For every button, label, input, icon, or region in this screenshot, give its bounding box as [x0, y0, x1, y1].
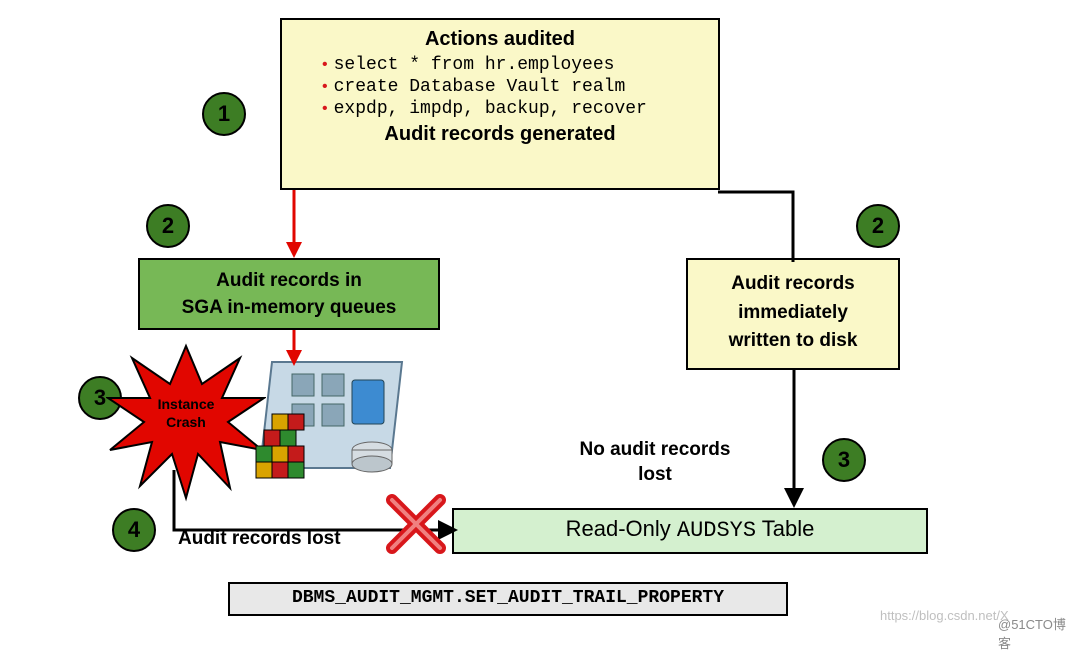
watermark-right: @51CTO博客 [998, 614, 1069, 652]
procedure-text: DBMS_AUDIT_MGMT.SET_AUDIT_TRAIL_PROPERTY [292, 588, 724, 608]
actions-audited-box: Actions audited •select * from hr.employ… [280, 18, 720, 190]
actions-footer: Audit records generated [296, 123, 704, 146]
written-to-disk-box: Audit records immediately written to dis… [686, 258, 900, 370]
server-memory-icon [252, 350, 412, 490]
actions-list: •select * from hr.employees •create Data… [296, 55, 704, 119]
audsys-prefix: Read-Only [566, 516, 677, 541]
step-2-left-circle: 2 [146, 204, 190, 248]
step-3-right-circle: 3 [822, 438, 866, 482]
audsys-mono: AUDSYS [677, 518, 756, 543]
step-4-circle: 4 [112, 508, 156, 552]
watermark-left: https://blog.csdn.net/X [880, 608, 1009, 623]
procedure-box: DBMS_AUDIT_MGMT.SET_AUDIT_TRAIL_PROPERTY [228, 582, 788, 616]
sga-line2: SGA in-memory queues [140, 295, 438, 322]
cross-icon [384, 492, 448, 556]
disk-line3: written to disk [688, 327, 898, 356]
sga-queue-box: Audit records in SGA in-memory queues [138, 258, 440, 330]
audsys-table-box: Read-Only AUDSYS Table [452, 508, 928, 554]
action-item-2: create Database Vault realm [334, 77, 626, 97]
disk-line2: immediately [688, 299, 898, 328]
step-2-right-circle: 2 [856, 204, 900, 248]
no-records-lost-label: No audit records lost [540, 438, 770, 487]
action-item-3: expdp, impdp, backup, recover [334, 99, 647, 119]
actions-title: Actions audited [296, 28, 704, 51]
crash-text: Instance Crash [150, 396, 222, 431]
arrow-actions-to-disk [718, 188, 808, 262]
action-item-1: select * from hr.employees [334, 55, 615, 75]
arrow-actions-to-sga [282, 190, 306, 260]
sga-line1: Audit records in [140, 268, 438, 295]
arrow-disk-to-audsys [780, 370, 808, 510]
disk-line1: Audit records [688, 270, 898, 299]
audsys-suffix: Table [756, 516, 814, 541]
step-1-circle: 1 [202, 92, 246, 136]
arrow-sga-to-memory [282, 330, 306, 368]
